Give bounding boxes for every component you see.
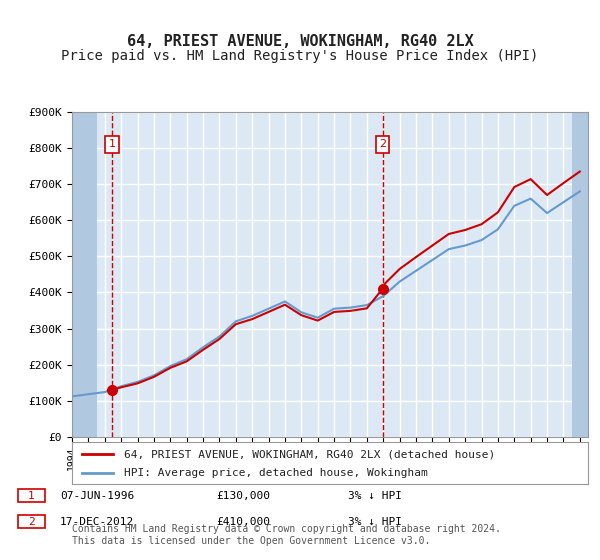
- Text: 07-JUN-1996: 07-JUN-1996: [60, 491, 134, 501]
- Text: 1: 1: [28, 491, 35, 501]
- Bar: [72, 112, 97, 437]
- FancyBboxPatch shape: [18, 515, 45, 528]
- Text: 64, PRIEST AVENUE, WOKINGHAM, RG40 2LX (detached house): 64, PRIEST AVENUE, WOKINGHAM, RG40 2LX (…: [124, 449, 495, 459]
- Text: Price paid vs. HM Land Registry's House Price Index (HPI): Price paid vs. HM Land Registry's House …: [61, 49, 539, 63]
- Text: 2: 2: [28, 516, 35, 526]
- Text: £410,000: £410,000: [216, 516, 270, 526]
- Text: 64, PRIEST AVENUE, WOKINGHAM, RG40 2LX: 64, PRIEST AVENUE, WOKINGHAM, RG40 2LX: [127, 35, 473, 49]
- Text: 17-DEC-2012: 17-DEC-2012: [60, 516, 134, 526]
- Text: HPI: Average price, detached house, Wokingham: HPI: Average price, detached house, Woki…: [124, 468, 427, 478]
- Text: Contains HM Land Registry data © Crown copyright and database right 2024.
This d: Contains HM Land Registry data © Crown c…: [72, 524, 501, 546]
- Text: 3% ↓ HPI: 3% ↓ HPI: [348, 516, 402, 526]
- Text: 1: 1: [109, 139, 115, 150]
- Bar: [572, 112, 588, 437]
- FancyBboxPatch shape: [18, 489, 45, 502]
- Text: £130,000: £130,000: [216, 491, 270, 501]
- Text: 2: 2: [379, 139, 386, 150]
- Text: 3% ↓ HPI: 3% ↓ HPI: [348, 491, 402, 501]
